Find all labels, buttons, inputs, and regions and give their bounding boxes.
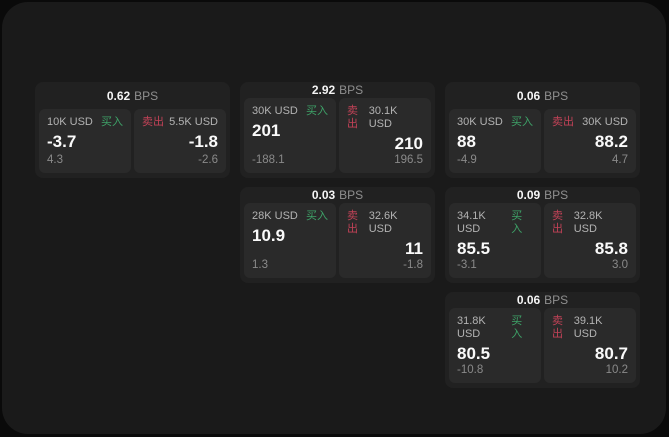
sell-delta: -1.8 — [403, 259, 423, 271]
spread-value: 0.62 — [106, 88, 131, 103]
sell-tile[interactable]: 卖出 30K USD 88.2 4.7 — [544, 109, 636, 173]
spread-header: 0.09 BPS — [445, 187, 640, 203]
buy-side-label: 买入 — [306, 210, 328, 222]
quote-card: 0.09 BPS 34.1K USD 买入 85.5 -3.1 卖出 32.8K… — [445, 187, 640, 283]
spread-unit: BPS — [339, 188, 364, 202]
quote-card: 0.62 BPS 10K USD 买入 -3.7 4.3 卖出 5.5K USD… — [35, 82, 230, 178]
sell-price: 80.7 — [594, 344, 628, 363]
spread-unit: BPS — [339, 83, 364, 97]
quote-card: 0.06 BPS 30K USD 买入 88 -4.9 卖出 30K USD 8… — [445, 82, 640, 178]
sell-price: -1.8 — [188, 132, 218, 151]
sell-price: 11 — [405, 239, 423, 258]
sell-tile[interactable]: 卖出 5.5K USD -1.8 -2.6 — [134, 109, 226, 173]
quote-card: 2.92 BPS 30K USD 买入 201 -188.1 卖出 30.1K … — [240, 82, 435, 178]
sell-delta: 4.7 — [612, 154, 628, 166]
buy-tile[interactable]: 31.8K USD 买入 80.5 -10.8 — [449, 308, 541, 383]
sell-side-label: 卖出 — [142, 116, 164, 128]
spread-unit: BPS — [544, 188, 569, 202]
quote-card: 0.06 BPS 31.8K USD 买入 80.5 -10.8 卖出 39.1… — [445, 292, 640, 388]
buy-price: 80.5 — [457, 344, 491, 363]
quote-card: 0.03 BPS 28K USD 买入 10.9 1.3 卖出 32.6K US… — [240, 187, 435, 283]
spread-header: 0.06 BPS — [445, 292, 640, 308]
buy-tile[interactable]: 28K USD 买入 10.9 1.3 — [244, 203, 336, 278]
buy-delta: -188.1 — [252, 154, 285, 166]
sell-amount: 39.1K USD — [573, 315, 603, 340]
sell-amount: 30.1K USD — [368, 105, 398, 130]
buy-tile[interactable]: 30K USD 买入 88 -4.9 — [449, 109, 541, 173]
buy-amount: 31.8K USD — [457, 315, 486, 340]
sell-amount: 32.8K USD — [573, 210, 603, 235]
sell-amount: 30K USD — [582, 116, 628, 128]
buy-price: -3.7 — [47, 132, 77, 151]
spread-header: 0.62 BPS — [35, 82, 230, 109]
spread-unit: BPS — [544, 88, 569, 103]
buy-side-label: 买入 — [511, 315, 523, 340]
sell-tile[interactable]: 卖出 32.8K USD 85.8 3.0 — [544, 203, 636, 278]
spread-value: 0.06 — [516, 88, 541, 103]
buy-tile[interactable]: 10K USD 买入 -3.7 4.3 — [39, 109, 131, 173]
sell-side-label: 卖出 — [347, 210, 358, 235]
buy-delta: -4.9 — [457, 154, 477, 166]
buy-tile[interactable]: 34.1K USD 买入 85.5 -3.1 — [449, 203, 541, 278]
buy-amount: 28K USD — [252, 210, 298, 222]
sell-price: 210 — [394, 134, 423, 153]
sell-side-label: 卖出 — [552, 315, 563, 340]
spread-value: 0.03 — [311, 188, 336, 202]
buy-delta: 4.3 — [47, 154, 63, 166]
buy-delta: -10.8 — [457, 364, 484, 376]
buy-price: 88 — [457, 132, 476, 151]
buy-price: 10.9 — [252, 226, 286, 245]
sell-side-label: 卖出 — [347, 105, 358, 130]
sell-delta: 10.2 — [605, 364, 628, 376]
sell-price: 88.2 — [594, 132, 628, 151]
buy-amount: 34.1K USD — [457, 210, 486, 235]
buy-price: 201 — [252, 121, 281, 140]
buy-tile[interactable]: 30K USD 买入 201 -188.1 — [244, 98, 336, 173]
buy-delta: 1.3 — [252, 259, 268, 271]
sell-delta: 3.0 — [612, 259, 628, 271]
sell-tile[interactable]: 卖出 39.1K USD 80.7 10.2 — [544, 308, 636, 383]
sell-delta: -2.6 — [198, 154, 218, 166]
sell-delta: 196.5 — [394, 154, 423, 166]
sell-amount: 32.6K USD — [368, 210, 398, 235]
buy-price: 85.5 — [457, 239, 491, 258]
spread-header: 0.03 BPS — [240, 187, 435, 203]
spread-unit: BPS — [544, 293, 569, 307]
spread-unit: BPS — [134, 88, 159, 103]
buy-amount: 30K USD — [457, 116, 503, 128]
buy-side-label: 买入 — [306, 105, 328, 117]
spread-header: 0.06 BPS — [445, 82, 640, 109]
spread-value: 0.09 — [516, 188, 541, 202]
buy-delta: -3.1 — [457, 259, 477, 271]
sell-tile[interactable]: 卖出 32.6K USD 11 -1.8 — [339, 203, 431, 278]
buy-side-label: 买入 — [511, 116, 533, 128]
sell-tile[interactable]: 卖出 30.1K USD 210 196.5 — [339, 98, 431, 173]
sell-price: 85.8 — [594, 239, 628, 258]
spread-value: 0.06 — [516, 293, 541, 307]
sell-side-label: 卖出 — [552, 116, 574, 128]
spread-value: 2.92 — [311, 83, 336, 97]
sell-amount: 5.5K USD — [169, 116, 218, 128]
buy-side-label: 买入 — [511, 210, 523, 235]
spread-header: 2.92 BPS — [240, 82, 435, 98]
buy-amount: 30K USD — [252, 105, 298, 117]
sell-side-label: 卖出 — [552, 210, 563, 235]
buy-side-label: 买入 — [101, 116, 123, 128]
buy-amount: 10K USD — [47, 116, 93, 128]
